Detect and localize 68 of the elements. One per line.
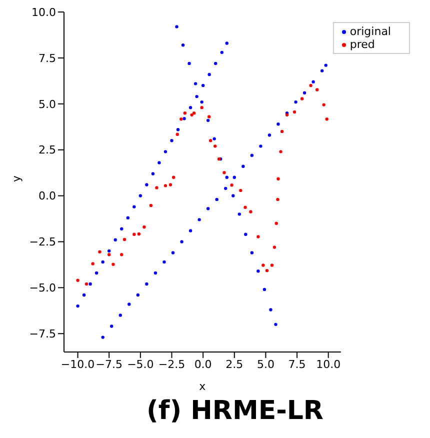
point	[176, 132, 179, 136]
x-tick-label: 7.5	[288, 358, 306, 371]
point	[213, 144, 217, 148]
point	[164, 184, 168, 188]
point	[91, 262, 94, 266]
y-tick-label: 0.0	[38, 190, 56, 203]
text: (f) HRME-LR	[146, 396, 324, 426]
point	[183, 111, 186, 115]
x-tick-label: −7.5	[96, 358, 122, 371]
legend-label: pred	[350, 38, 375, 51]
point	[256, 235, 260, 238]
point	[76, 278, 80, 282]
point	[122, 238, 126, 242]
y-tick-label: 7.5	[38, 52, 56, 65]
y-tick-label: 2.5	[38, 144, 56, 157]
point	[276, 198, 280, 202]
point	[279, 150, 282, 154]
x-axis-title: x	[199, 380, 206, 393]
point	[276, 177, 280, 180]
point	[112, 262, 115, 266]
point	[108, 253, 111, 256]
point	[265, 268, 269, 272]
y-tick-label: 10.0	[32, 6, 56, 19]
point	[322, 103, 326, 106]
point	[207, 115, 211, 118]
point	[230, 184, 234, 187]
point	[142, 225, 146, 229]
point	[292, 110, 296, 114]
point	[192, 111, 196, 115]
point	[280, 130, 284, 134]
x-tick-label: −5.0	[127, 358, 154, 371]
x-tick-label: 10.0	[316, 358, 341, 371]
x-tick-label: −2.5	[158, 358, 186, 371]
point	[200, 106, 204, 110]
point	[274, 222, 278, 225]
point	[98, 250, 102, 254]
point	[180, 118, 183, 121]
point	[315, 88, 319, 92]
point	[168, 183, 172, 186]
legend-label: original	[350, 25, 391, 38]
point	[222, 171, 226, 174]
point	[272, 246, 276, 249]
point	[262, 264, 265, 267]
point	[137, 232, 141, 236]
point	[325, 118, 328, 121]
x-tick-label: −10.0	[60, 358, 95, 371]
point	[84, 282, 88, 286]
point	[155, 186, 158, 190]
x-tick-label: 2.5	[226, 358, 244, 371]
point	[120, 253, 124, 256]
point	[249, 210, 252, 214]
y-axis-title: y	[10, 175, 23, 182]
point	[270, 264, 274, 267]
point	[300, 97, 304, 100]
y-tick-label: −5.0	[29, 282, 56, 295]
y-tick-label: −7.5	[29, 328, 56, 341]
point	[239, 188, 242, 192]
x-tick-label: 0.0	[194, 358, 212, 371]
point	[190, 113, 194, 117]
point	[244, 206, 247, 209]
y-tick-label: 5.0	[38, 98, 56, 111]
point	[309, 84, 312, 88]
point	[208, 139, 212, 142]
point	[149, 204, 153, 208]
point	[172, 176, 176, 179]
y-tick-label: −2.5	[29, 236, 56, 249]
x-tick-label: 5.0	[256, 358, 274, 371]
point	[132, 232, 136, 236]
